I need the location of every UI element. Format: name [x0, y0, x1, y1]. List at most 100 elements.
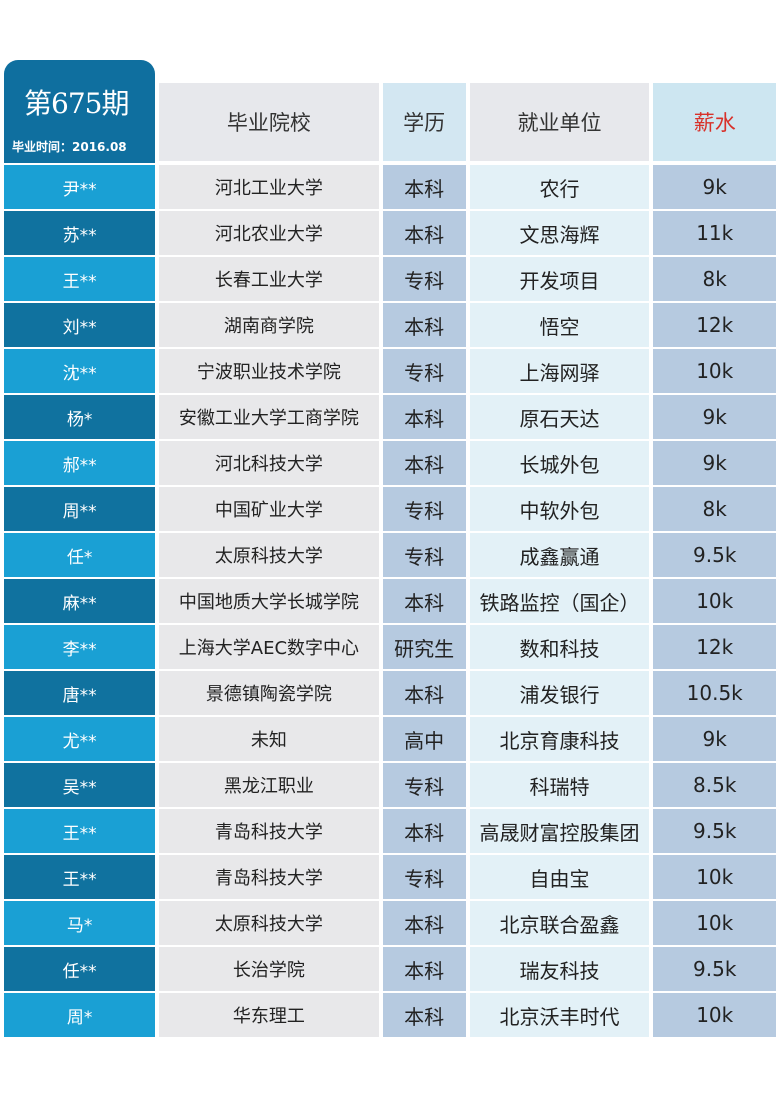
row-salary: 10.5k: [653, 671, 776, 715]
row-degree: 本科: [382, 809, 466, 853]
row-salary: 10k: [653, 901, 776, 945]
row-company: 瑞友科技: [469, 947, 650, 991]
row-name: 刘**: [4, 303, 156, 347]
table-row: 尹** 河北工业大学 本科 农行 9k: [4, 163, 776, 209]
row-school: 河北科技大学: [159, 441, 379, 485]
row-degree: 本科: [382, 901, 466, 945]
row-school: 青岛科技大学: [159, 855, 379, 899]
row-salary: 12k: [653, 303, 776, 347]
row-name: 王**: [4, 257, 156, 301]
row-company: 中软外包: [469, 487, 650, 531]
table-row: 李** 上海大学AEC数字中心 研究生 数和科技 12k: [4, 623, 776, 669]
table-row: 郝** 河北科技大学 本科 长城外包 9k: [4, 439, 776, 485]
table-row: 周** 中国矿业大学 专科 中软外包 8k: [4, 485, 776, 531]
table-row: 麻** 中国地质大学长城学院 本科 铁路监控（国企） 10k: [4, 577, 776, 623]
row-name: 尹**: [4, 165, 156, 209]
row-company: 农行: [469, 165, 650, 209]
row-name: 王**: [4, 809, 156, 853]
row-degree: 专科: [382, 349, 466, 393]
row-school: 长治学院: [159, 947, 379, 991]
row-name: 尤**: [4, 717, 156, 761]
row-company: 数和科技: [469, 625, 650, 669]
row-name: 杨*: [4, 395, 156, 439]
row-company: 铁路监控（国企）: [469, 579, 650, 623]
row-school: 湖南商学院: [159, 303, 379, 347]
row-company: 成鑫赢通: [469, 533, 650, 577]
row-salary: 10k: [653, 993, 776, 1037]
row-degree: 本科: [382, 441, 466, 485]
row-salary: 9k: [653, 165, 776, 209]
row-name: 沈**: [4, 349, 156, 393]
row-degree: 本科: [382, 993, 466, 1037]
graduation-time: 毕业时间：2016.08: [12, 140, 127, 154]
row-school: 河北农业大学: [159, 211, 379, 255]
row-name: 苏**: [4, 211, 156, 255]
row-school: 景德镇陶瓷学院: [159, 671, 379, 715]
row-company: 自由宝: [469, 855, 650, 899]
row-degree: 本科: [382, 211, 466, 255]
row-salary: 8k: [653, 487, 776, 531]
table-row: 王** 长春工业大学 专科 开发项目 8k: [4, 255, 776, 301]
row-salary: 10k: [653, 579, 776, 623]
row-degree: 专科: [382, 855, 466, 899]
table-row: 吴** 黑龙江职业 专科 科瑞特 8.5k: [4, 761, 776, 807]
row-company: 北京沃丰时代: [469, 993, 650, 1037]
table-header: 第675期 毕业时间：2016.08 毕业院校 学历 就业单位 薪水: [4, 60, 776, 163]
table-row: 王** 青岛科技大学 本科 高晟财富控股集团 9.5k: [4, 807, 776, 853]
row-degree: 专科: [382, 533, 466, 577]
header-salary: 薪水: [653, 83, 776, 161]
row-degree: 本科: [382, 947, 466, 991]
table-row: 尤** 未知 高中 北京育康科技 9k: [4, 715, 776, 761]
row-company: 悟空: [469, 303, 650, 347]
issue-badge: 第675期 毕业时间：2016.08: [4, 60, 156, 163]
row-school: 华东理工: [159, 993, 379, 1037]
row-salary: 9.5k: [653, 809, 776, 853]
row-school: 中国地质大学长城学院: [159, 579, 379, 623]
table-row: 苏** 河北农业大学 本科 文思海辉 11k: [4, 209, 776, 255]
row-degree: 本科: [382, 579, 466, 623]
row-salary: 9k: [653, 441, 776, 485]
row-company: 开发项目: [469, 257, 650, 301]
row-salary: 8k: [653, 257, 776, 301]
row-name: 周*: [4, 993, 156, 1037]
row-school: 未知: [159, 717, 379, 761]
row-company: 上海网驿: [469, 349, 650, 393]
row-degree: 专科: [382, 257, 466, 301]
table-row: 唐** 景德镇陶瓷学院 本科 浦发银行 10.5k: [4, 669, 776, 715]
row-name: 郝**: [4, 441, 156, 485]
row-salary: 9k: [653, 395, 776, 439]
row-salary: 10k: [653, 349, 776, 393]
row-degree: 本科: [382, 395, 466, 439]
row-name: 任**: [4, 947, 156, 991]
row-company: 原石天达: [469, 395, 650, 439]
row-name: 唐**: [4, 671, 156, 715]
row-company: 长城外包: [469, 441, 650, 485]
row-name: 周**: [4, 487, 156, 531]
row-name: 任*: [4, 533, 156, 577]
row-company: 浦发银行: [469, 671, 650, 715]
row-salary: 8.5k: [653, 763, 776, 807]
header-degree: 学历: [382, 83, 466, 161]
row-school: 河北工业大学: [159, 165, 379, 209]
row-school: 黑龙江职业: [159, 763, 379, 807]
row-degree: 专科: [382, 763, 466, 807]
row-company: 高晟财富控股集团: [469, 809, 650, 853]
table-row: 马* 太原科技大学 本科 北京联合盈鑫 10k: [4, 899, 776, 945]
header-company: 就业单位: [469, 83, 650, 161]
row-school: 安徽工业大学工商学院: [159, 395, 379, 439]
table-row: 刘** 湖南商学院 本科 悟空 12k: [4, 301, 776, 347]
row-company: 科瑞特: [469, 763, 650, 807]
row-school: 中国矿业大学: [159, 487, 379, 531]
table-body: 尹** 河北工业大学 本科 农行 9k 苏** 河北农业大学 本科 文思海辉 11k 王** 长春工业…: [4, 163, 776, 1037]
row-school: 太原科技大学: [159, 901, 379, 945]
table-row: 任* 太原科技大学 专科 成鑫赢通 9.5k: [4, 531, 776, 577]
row-salary: 9.5k: [653, 533, 776, 577]
row-degree: 本科: [382, 303, 466, 347]
table-row: 王** 青岛科技大学 专科 自由宝 10k: [4, 853, 776, 899]
row-name: 李**: [4, 625, 156, 669]
row-salary: 11k: [653, 211, 776, 255]
row-company: 文思海辉: [469, 211, 650, 255]
header-school: 毕业院校: [159, 83, 379, 161]
row-name: 吴**: [4, 763, 156, 807]
row-degree: 专科: [382, 487, 466, 531]
